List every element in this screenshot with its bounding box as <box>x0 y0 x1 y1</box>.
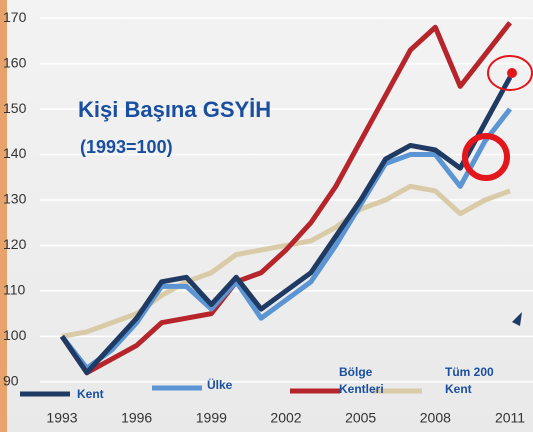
y-tick-label: 90 <box>3 373 19 389</box>
series-line <box>60 107 512 371</box>
highlight-dot <box>507 68 517 78</box>
x-tick-label: 2002 <box>270 410 301 426</box>
legend-label: Kent <box>77 387 104 401</box>
y-tick-label: 160 <box>3 54 27 70</box>
series-line <box>61 183 511 339</box>
annotation: Kişi Başına GSYİH <box>78 97 272 122</box>
series-line <box>59 76 513 376</box>
x-tick-label: 2011 <box>495 410 525 426</box>
x-tick-label: 2008 <box>420 410 451 426</box>
y-tick-label: 110 <box>3 282 26 298</box>
arrow-tip <box>512 312 522 326</box>
y-tick-label: 140 <box>3 145 27 161</box>
x-tick-label: 2005 <box>345 410 376 426</box>
legend-label: Ülke <box>207 378 233 392</box>
y-tick-label: 150 <box>3 100 27 116</box>
series-line <box>59 21 512 376</box>
x-tick-label: 1996 <box>121 410 152 426</box>
legend-label: Tüm 200 Kent <box>445 365 494 396</box>
annotation: (1993=100) <box>80 137 173 157</box>
y-tick-label: 130 <box>3 191 27 207</box>
highlight-ellipse <box>487 55 533 91</box>
x-tick-label: 1999 <box>196 410 227 426</box>
side-strip <box>0 0 7 432</box>
y-tick-label: 120 <box>3 236 27 252</box>
y-tick-label: 100 <box>3 327 27 343</box>
highlight-circle <box>462 133 510 181</box>
legend-label: Bölge Kentleri <box>339 365 384 396</box>
x-tick-label: 1993 <box>46 410 77 426</box>
y-tick-label: 170 <box>3 9 27 25</box>
